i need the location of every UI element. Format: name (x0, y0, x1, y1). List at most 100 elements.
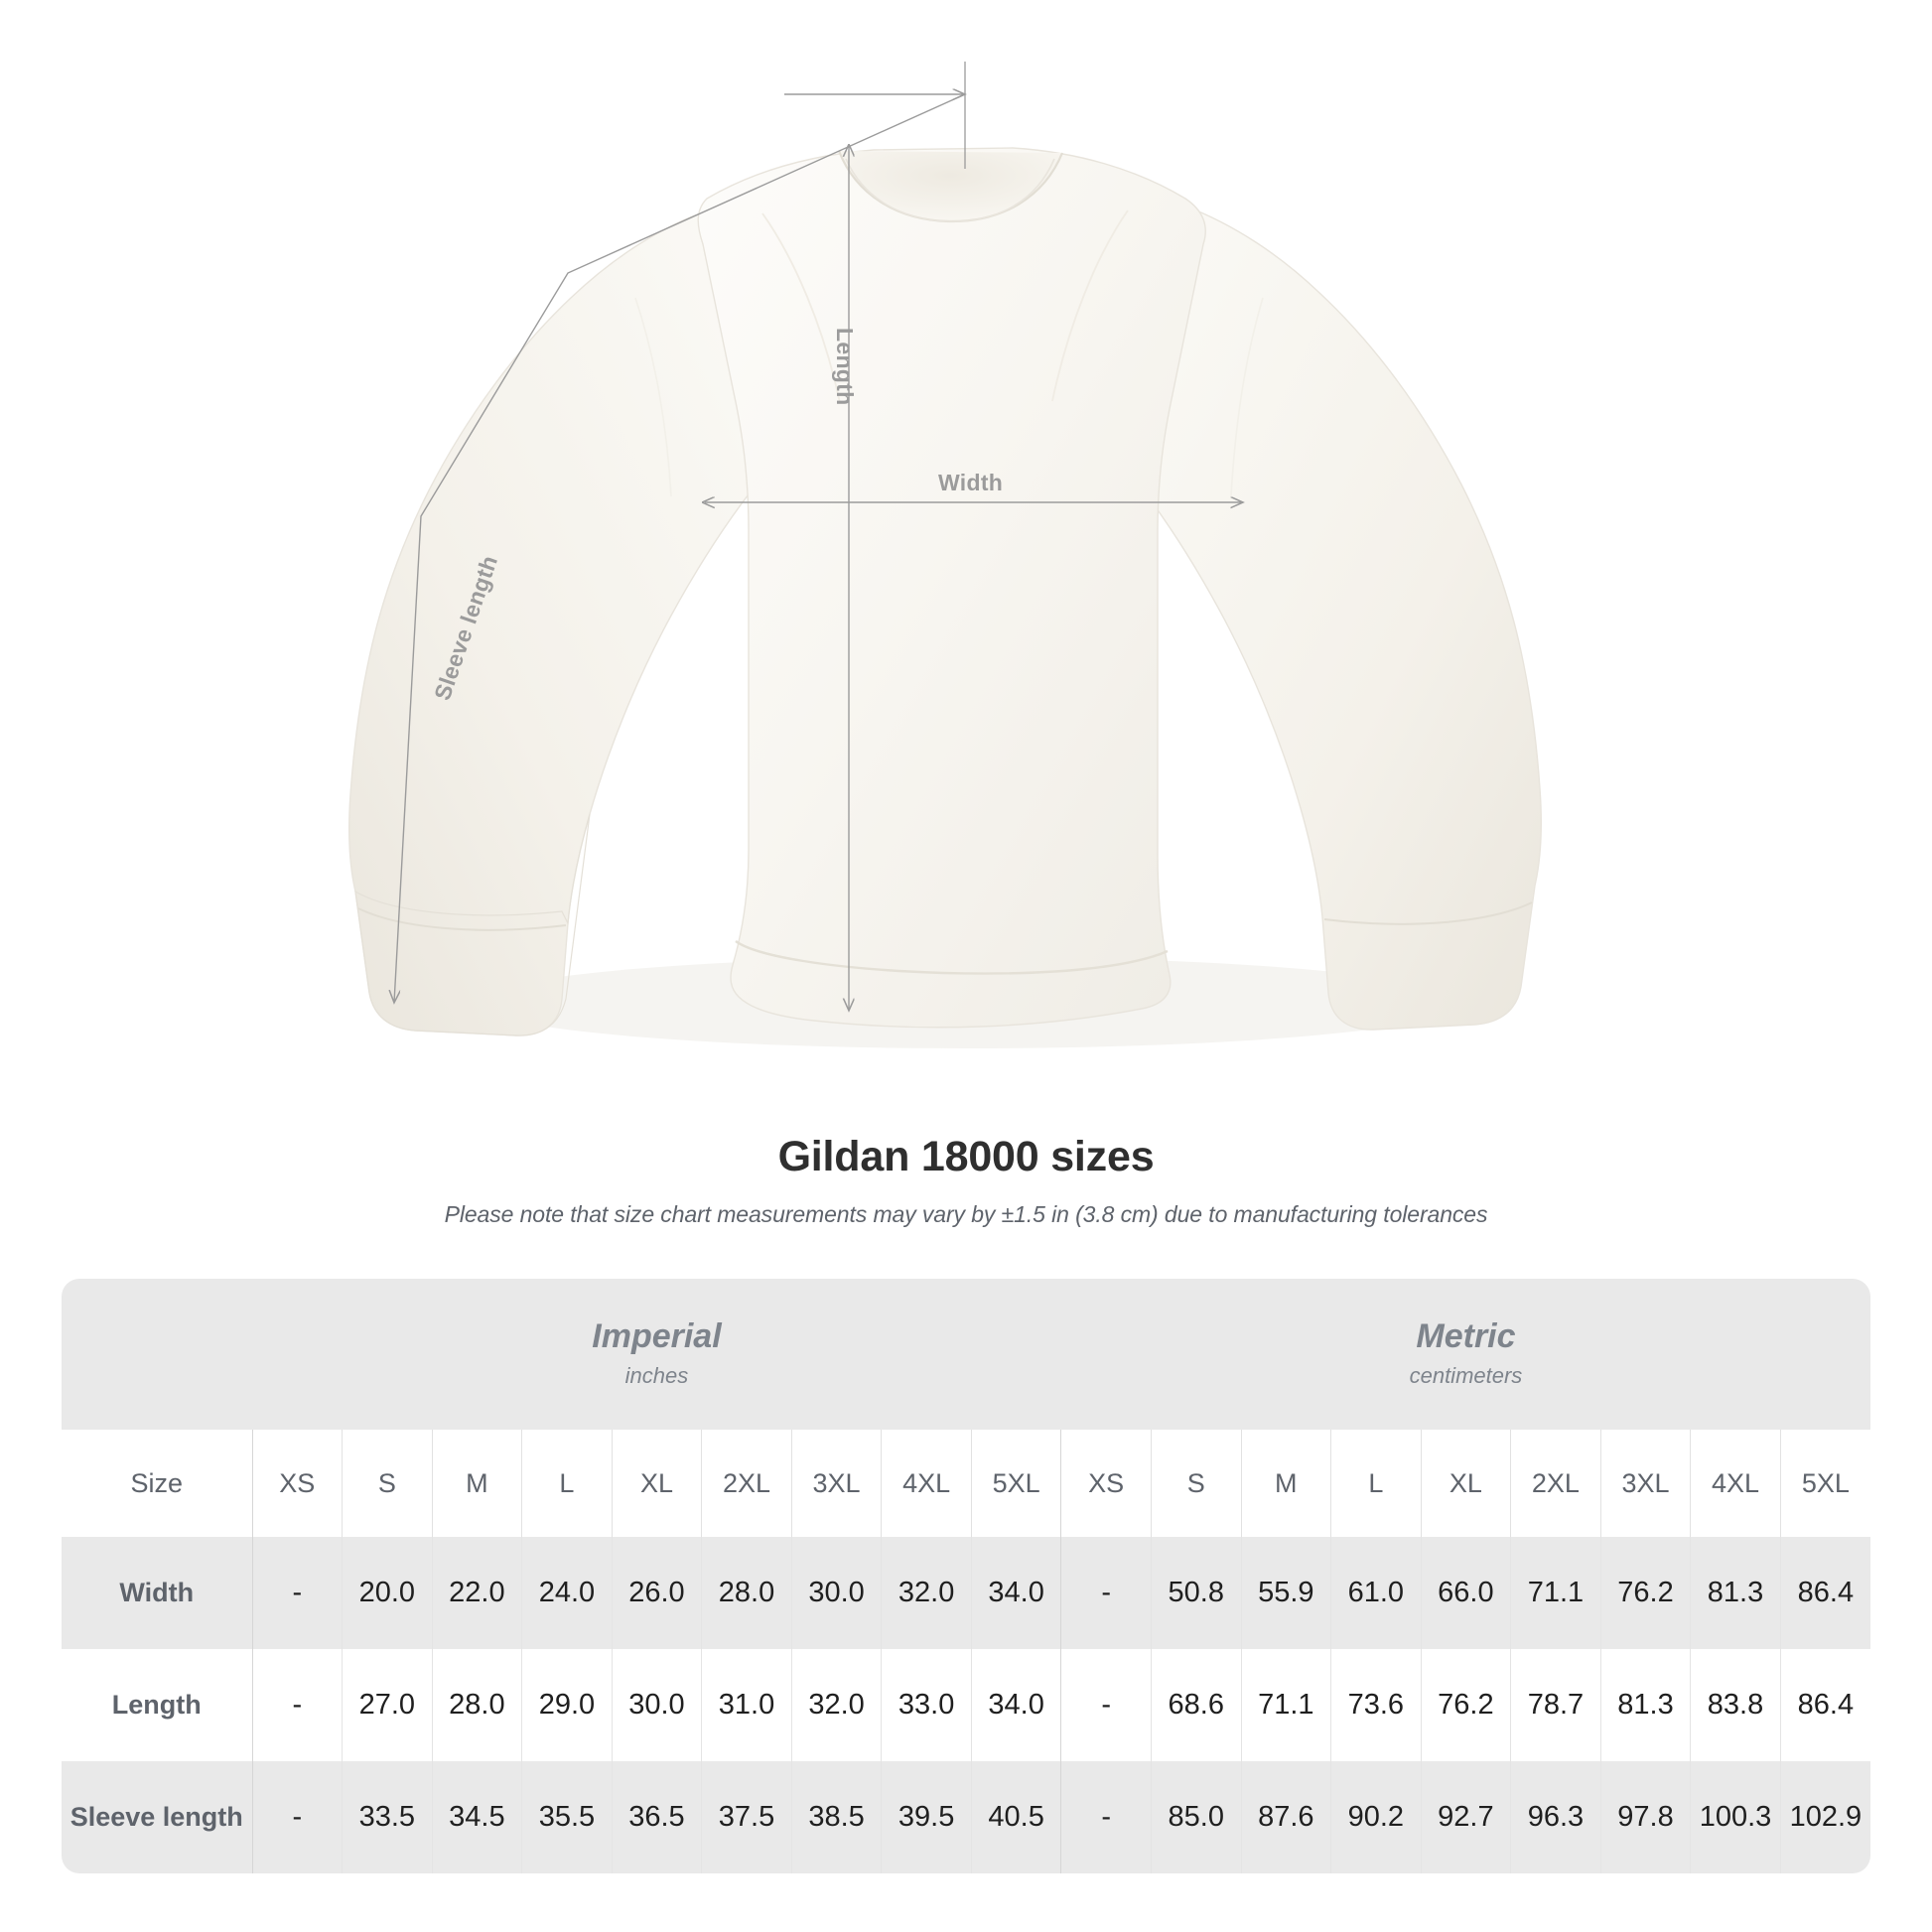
cell-length-metric-2xl: 78.7 (1510, 1649, 1601, 1761)
cell-length-imperial-m: 28.0 (432, 1649, 523, 1761)
size-col-metric-m: M (1241, 1430, 1332, 1537)
cell-sleeve-imperial-l: 35.5 (521, 1761, 613, 1873)
length-label: Length (832, 328, 858, 406)
garment-illustration: Length Width Sleeve length (347, 62, 1543, 1048)
size-table: Imperial inches Metric centimeters Size … (62, 1279, 1870, 1873)
cell-width-metric-4xl: 81.3 (1690, 1537, 1781, 1649)
size-col-metric-xl: XL (1421, 1430, 1512, 1537)
cell-sleeve-metric-m: 87.6 (1241, 1761, 1332, 1873)
cell-width-metric-xl: 66.0 (1421, 1537, 1512, 1649)
cell-length-imperial-2xl: 31.0 (701, 1649, 792, 1761)
cell-sleeve-imperial-xl: 36.5 (612, 1761, 703, 1873)
imperial-label: Imperial (592, 1316, 722, 1355)
metric-label: Metric (1416, 1316, 1516, 1355)
cell-sleeve-metric-l: 90.2 (1330, 1761, 1422, 1873)
cell-sleeve-metric-2xl: 96.3 (1510, 1761, 1601, 1873)
cell-sleeve-metric-5xl: 102.9 (1780, 1761, 1870, 1873)
cell-length-metric-3xl: 81.3 (1600, 1649, 1692, 1761)
sleeve-length-measure-line (394, 93, 966, 1003)
cell-width-imperial-xs: - (252, 1537, 344, 1649)
size-col-imperial-l: L (521, 1430, 613, 1537)
left-cuff-seam (357, 907, 567, 931)
cell-sleeve-imperial-5xl: 40.5 (971, 1761, 1062, 1873)
cell-width-metric-xs: - (1060, 1537, 1152, 1649)
right-cuff-seam (1323, 901, 1533, 925)
row-label-length: Length (62, 1649, 253, 1761)
unit-header-row: Imperial inches Metric centimeters (62, 1279, 1870, 1430)
cell-length-metric-m: 71.1 (1241, 1649, 1332, 1761)
size-header-row: Size XS S M L XL 2XL 3XL 4XL 5XL XS S M … (62, 1430, 1870, 1537)
cell-sleeve-metric-xl: 92.7 (1421, 1761, 1512, 1873)
size-col-imperial-4xl: 4XL (881, 1430, 972, 1537)
right-sleeve (1127, 206, 1543, 1031)
size-col-metric-l: L (1330, 1430, 1422, 1537)
cell-sleeve-imperial-3xl: 38.5 (791, 1761, 883, 1873)
size-col-imperial-m: M (432, 1430, 523, 1537)
cell-sleeve-imperial-s: 33.5 (342, 1761, 433, 1873)
cell-width-metric-s: 50.8 (1151, 1537, 1242, 1649)
cell-length-metric-xl: 76.2 (1421, 1649, 1512, 1761)
cell-length-metric-4xl: 83.8 (1690, 1649, 1781, 1761)
left-cuff (354, 813, 591, 1036)
cell-length-imperial-xs: - (252, 1649, 344, 1761)
table-row-width: Width - 20.0 22.0 24.0 26.0 28.0 30.0 32… (62, 1537, 1870, 1649)
metric-sub-label: centimeters (1409, 1363, 1523, 1389)
cell-sleeve-imperial-xs: - (252, 1761, 344, 1873)
fabric-fold-right (1230, 297, 1264, 497)
fabric-fold-left (634, 297, 672, 497)
table-row-sleeve-length: Sleeve length - 33.5 34.5 35.5 36.5 37.5… (62, 1761, 1870, 1873)
metric-unit-cell: Metric centimeters (1060, 1279, 1870, 1430)
size-col-imperial-3xl: 3XL (791, 1430, 883, 1537)
cell-width-imperial-2xl: 28.0 (701, 1537, 792, 1649)
size-col-metric-5xl: 5XL (1780, 1430, 1870, 1537)
cell-length-metric-s: 68.6 (1151, 1649, 1242, 1761)
table-row-length: Length - 27.0 28.0 29.0 30.0 31.0 32.0 3… (62, 1649, 1870, 1761)
cell-length-metric-5xl: 86.4 (1780, 1649, 1870, 1761)
size-col-imperial-5xl: 5XL (971, 1430, 1062, 1537)
cell-width-imperial-5xl: 34.0 (971, 1537, 1062, 1649)
row-label-width: Width (62, 1537, 253, 1649)
cell-sleeve-metric-xs: - (1060, 1761, 1152, 1873)
bottom-hem-seam (735, 940, 1169, 975)
cell-width-imperial-3xl: 30.0 (791, 1537, 883, 1649)
size-col-imperial-xl: XL (612, 1430, 703, 1537)
cell-width-metric-2xl: 71.1 (1510, 1537, 1601, 1649)
tolerance-note: Please note that size chart measurements… (444, 1200, 1488, 1227)
cell-width-metric-m: 55.9 (1241, 1537, 1332, 1649)
cell-length-imperial-4xl: 33.0 (881, 1649, 972, 1761)
size-table-container: Imperial inches Metric centimeters Size … (62, 1279, 1870, 1873)
left-sleeve (347, 212, 763, 1036)
page-title: Gildan 18000 sizes (777, 1133, 1155, 1180)
size-col-metric-3xl: 3XL (1600, 1430, 1692, 1537)
cell-length-imperial-5xl: 34.0 (971, 1649, 1062, 1761)
cell-width-imperial-xl: 26.0 (612, 1537, 703, 1649)
row-label-sleeve-length: Sleeve length (62, 1761, 253, 1873)
cell-sleeve-imperial-4xl: 39.5 (881, 1761, 972, 1873)
cell-length-imperial-xl: 30.0 (612, 1649, 703, 1761)
cell-width-metric-l: 61.0 (1330, 1537, 1422, 1649)
cell-width-imperial-l: 24.0 (521, 1537, 613, 1649)
size-col-metric-4xl: 4XL (1690, 1430, 1781, 1537)
cell-width-metric-5xl: 86.4 (1780, 1537, 1870, 1649)
size-col-imperial-s: S (342, 1430, 433, 1537)
size-col-metric-xs: XS (1060, 1430, 1152, 1537)
cell-length-imperial-s: 27.0 (342, 1649, 433, 1761)
cell-sleeve-metric-3xl: 97.8 (1600, 1761, 1692, 1873)
sweatshirt-body (697, 147, 1206, 1029)
cell-width-imperial-s: 20.0 (342, 1537, 433, 1649)
unit-header-spacer (62, 1279, 252, 1430)
cell-length-metric-l: 73.6 (1330, 1649, 1422, 1761)
cell-sleeve-metric-4xl: 100.3 (1690, 1761, 1781, 1873)
size-col-metric-2xl: 2XL (1510, 1430, 1601, 1537)
size-col-imperial-xs: XS (252, 1430, 344, 1537)
collar-inner (845, 158, 1055, 222)
cell-sleeve-imperial-2xl: 37.5 (701, 1761, 792, 1873)
cell-sleeve-imperial-m: 34.5 (432, 1761, 523, 1873)
imperial-sub-label: inches (624, 1363, 689, 1389)
imperial-unit-cell: Imperial inches (252, 1279, 1061, 1430)
cell-width-imperial-m: 22.0 (432, 1537, 523, 1649)
size-header-label: Size (62, 1430, 253, 1537)
cell-width-metric-3xl: 76.2 (1600, 1537, 1692, 1649)
cell-length-imperial-3xl: 32.0 (791, 1649, 883, 1761)
